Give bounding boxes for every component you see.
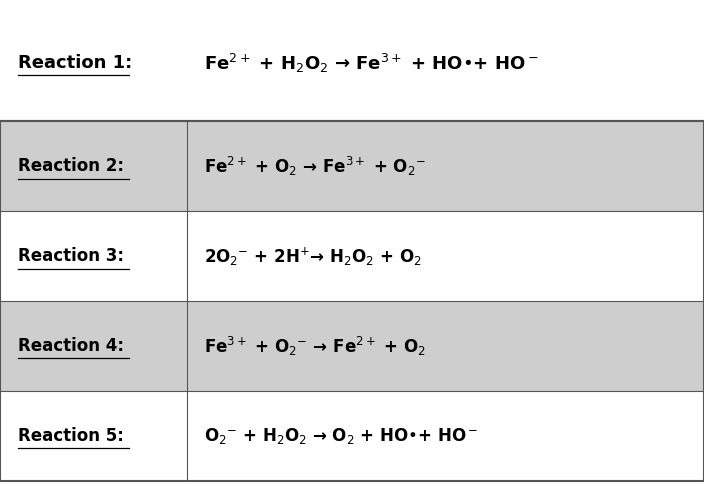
Text: Reaction 5:: Reaction 5: xyxy=(18,427,123,445)
Text: Reaction 3:: Reaction 3: xyxy=(18,247,124,265)
Text: Reaction 4:: Reaction 4: xyxy=(18,337,124,355)
Text: Reaction 2:: Reaction 2: xyxy=(18,157,124,175)
Bar xyxy=(0,301,187,391)
Text: Fe$^{3+}$ + O$_2$$^{-}$ → Fe$^{2+}$ + O$_2$: Fe$^{3+}$ + O$_2$$^{-}$ → Fe$^{2+}$ + O$… xyxy=(204,335,426,358)
Bar xyxy=(0,391,187,481)
Text: Reaction 1:: Reaction 1: xyxy=(18,54,132,72)
Bar xyxy=(187,122,704,211)
Bar xyxy=(0,122,187,211)
Bar xyxy=(187,211,704,301)
Text: Fe$^{2+}$ + O$_2$ → Fe$^{3+}$ + O$_2$$^{-}$: Fe$^{2+}$ + O$_2$ → Fe$^{3+}$ + O$_2$$^{… xyxy=(204,155,426,178)
Bar xyxy=(187,301,704,391)
Bar xyxy=(187,391,704,481)
Text: O$_2$$^{-}$ + H$_2$O$_2$ → O$_2$ + HO•+ HO$^-$: O$_2$$^{-}$ + H$_2$O$_2$ → O$_2$ + HO•+ … xyxy=(204,426,478,446)
Bar xyxy=(0,211,187,301)
Text: 2O$_2$$^{-}$ + 2H$^{+}$→ H$_2$O$_2$ + O$_2$: 2O$_2$$^{-}$ + 2H$^{+}$→ H$_2$O$_2$ + O$… xyxy=(204,245,422,267)
Text: Fe$^{2+}$ + H$_2$O$_2$ → Fe$^{3+}$ + HO•+ HO$^-$: Fe$^{2+}$ + H$_2$O$_2$ → Fe$^{3+}$ + HO•… xyxy=(204,52,539,75)
